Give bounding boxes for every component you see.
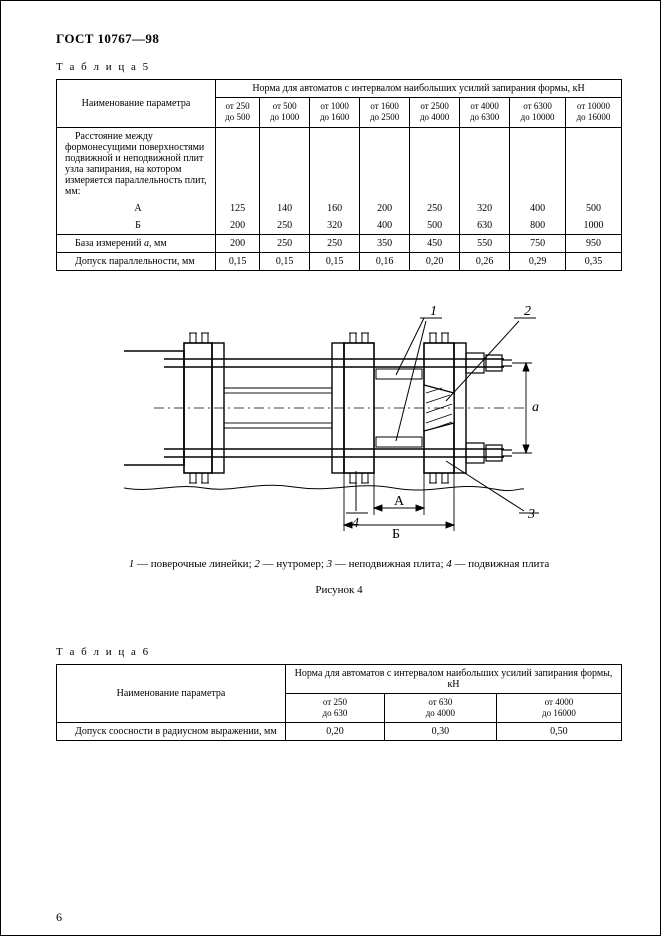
table5-base-7: 950 [566,234,622,252]
table5-tol-3: 0,16 [360,252,410,270]
table5-tol-7: 0,35 [566,252,622,270]
figure-4: 1 2 3 4 А Б а 1 — поверочные линейки; 2 … [56,293,622,596]
table6-range-0: от 250до 630 [286,693,385,723]
table5-B-2: 320 [310,217,360,235]
fig-label-4: 4 [352,516,359,531]
table5-range-4: от 2500до 4000 [410,98,460,128]
table5-B-7: 1000 [566,217,622,235]
table6-label: Т а б л и ц а 6 [56,646,622,658]
fig-dim-B: Б [392,527,400,542]
figure-caption: 1 — поверочные линейки; 2 — нутромер; 3 … [56,558,622,570]
fig-label-3: 3 [527,507,535,522]
page: ГОСТ 10767—98 Т а б л и ц а 5 Наименован… [0,0,661,936]
table5-tol-label: Допуск параллельности, мм [57,252,216,270]
table5-range-1: от 500до 1000 [260,98,310,128]
table5-B-5: 630 [460,217,510,235]
table5-norm-header: Норма для автоматов с интервалом наиболь… [216,80,622,98]
table6-val-2: 0,50 [496,723,621,741]
table5-base-3: 350 [360,234,410,252]
table5-A-3: 200 [360,200,410,217]
table5-A-1: 140 [260,200,310,217]
table5-A-5: 320 [460,200,510,217]
table5-base-6: 750 [510,234,566,252]
table5-B-0: 200 [216,217,260,235]
fig-label-2: 2 [524,304,531,319]
table5-base-4: 450 [410,234,460,252]
figure-name: Рисунок 4 [56,584,622,596]
table6-val-0: 0,20 [286,723,385,741]
page-number: 6 [56,910,62,925]
table5-range-7: от 10000до 16000 [566,98,622,128]
table5-tol-5: 0,26 [460,252,510,270]
table5-base-1: 250 [260,234,310,252]
fig-label-1: 1 [430,304,437,319]
standard-header: ГОСТ 10767—98 [56,31,622,47]
table5-B-3: 400 [360,217,410,235]
table6-range-1: от 630до 4000 [384,693,496,723]
table6-norm-header: Норма для автоматов с интервалом наиболь… [286,664,622,693]
table5-desc: Расстояние между формонесущими поверхнос… [57,127,216,200]
table6-param-header: Наименование параметра [57,664,286,723]
table5-A-6: 400 [510,200,566,217]
table5-tol-6: 0,29 [510,252,566,270]
table5-range-5: от 4000до 6300 [460,98,510,128]
table5-range-0: от 250до 500 [216,98,260,128]
table5-tol-0: 0,15 [216,252,260,270]
table5-rowA-label: А [57,200,216,217]
table5-B-4: 500 [410,217,460,235]
table5-A-0: 125 [216,200,260,217]
table5: Наименование параметра Норма для автомат… [56,79,622,271]
table5-tol-4: 0,20 [410,252,460,270]
table5-tol-2: 0,15 [310,252,360,270]
table5-A-7: 500 [566,200,622,217]
figure-4-svg: 1 2 3 4 А Б а [124,293,554,543]
table6: Наименование параметра Норма для автомат… [56,664,622,742]
table5-A-4: 250 [410,200,460,217]
fig-dim-a: а [532,400,539,415]
table5-B-6: 800 [510,217,566,235]
table5-base-5: 550 [460,234,510,252]
table5-range-6: от 6300до 10000 [510,98,566,128]
table5-range-3: от 1600до 2500 [360,98,410,128]
table5-base-2: 250 [310,234,360,252]
table5-base-label: База измерений а, мм [57,234,216,252]
table6-row-label: Допуск соосности в радиусном выражении, … [57,723,286,741]
table5-B-1: 250 [260,217,310,235]
table5-rowB-label: Б [57,217,216,235]
table6-val-1: 0,30 [384,723,496,741]
fig-dim-A: А [394,494,405,509]
table5-param-header: Наименование параметра [57,80,216,128]
table5-label: Т а б л и ц а 5 [56,61,622,73]
table6-range-2: от 4000до 16000 [496,693,621,723]
table5-tol-1: 0,15 [260,252,310,270]
table5-range-2: от 1000до 1600 [310,98,360,128]
table5-base-0: 200 [216,234,260,252]
table5-A-2: 160 [310,200,360,217]
